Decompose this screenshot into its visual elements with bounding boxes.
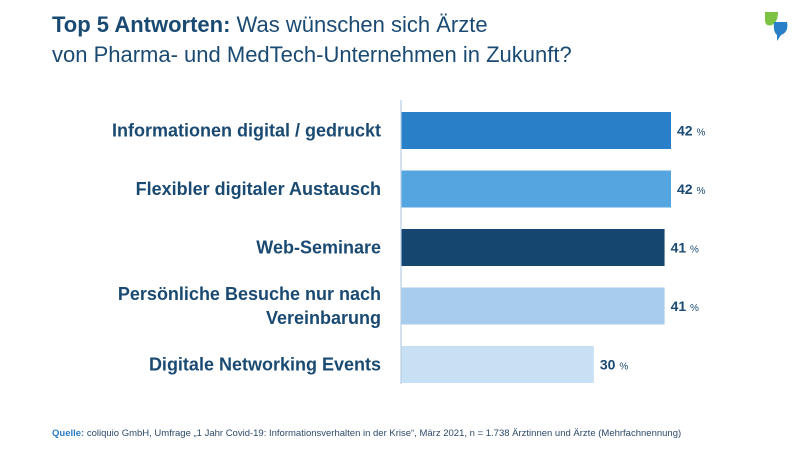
category-label-5: Digitale Networking Events — [149, 355, 381, 375]
category-label-2: Flexibler digitaler Austausch — [136, 179, 381, 199]
category-label-1: Informationen digital / gedruckt — [112, 121, 381, 141]
category-label-4-line-1: Persönliche Besuche nur nach — [118, 284, 381, 304]
value-label-4: 41 % — [671, 298, 699, 314]
value-label-1: 42 % — [677, 123, 705, 139]
chart-title: Top 5 Antworten: Was wünschen sich Ärzte… — [52, 10, 692, 70]
source-note: Quelle: coliquio GmbH, Umfrage „1 Jahr C… — [52, 428, 772, 439]
bar-5 — [401, 346, 594, 383]
category-label-3: Web-Seminare — [256, 238, 381, 258]
source-label: Quelle: — [52, 428, 85, 439]
bar-1 — [401, 112, 671, 149]
value-label-2: 42 % — [677, 181, 705, 197]
title-line-1: Was wünschen sich Ärzte — [236, 12, 488, 37]
value-label-5: 30 % — [600, 357, 628, 373]
title-highlight: Top 5 Antworten: — [52, 12, 231, 37]
bar-4 — [401, 287, 665, 325]
bar-2 — [401, 170, 671, 208]
source-text: coliquio GmbH, Umfrage „1 Jahr Covid-19:… — [86, 428, 682, 439]
title-line-2: von Pharma- und MedTech-Unternehmen in Z… — [52, 42, 572, 67]
speech-bubble-logo-icon — [765, 12, 788, 41]
category-label-4-line-2: Vereinbarung — [266, 308, 381, 328]
bar-3 — [401, 229, 665, 266]
value-label-3: 41 % — [671, 240, 699, 256]
